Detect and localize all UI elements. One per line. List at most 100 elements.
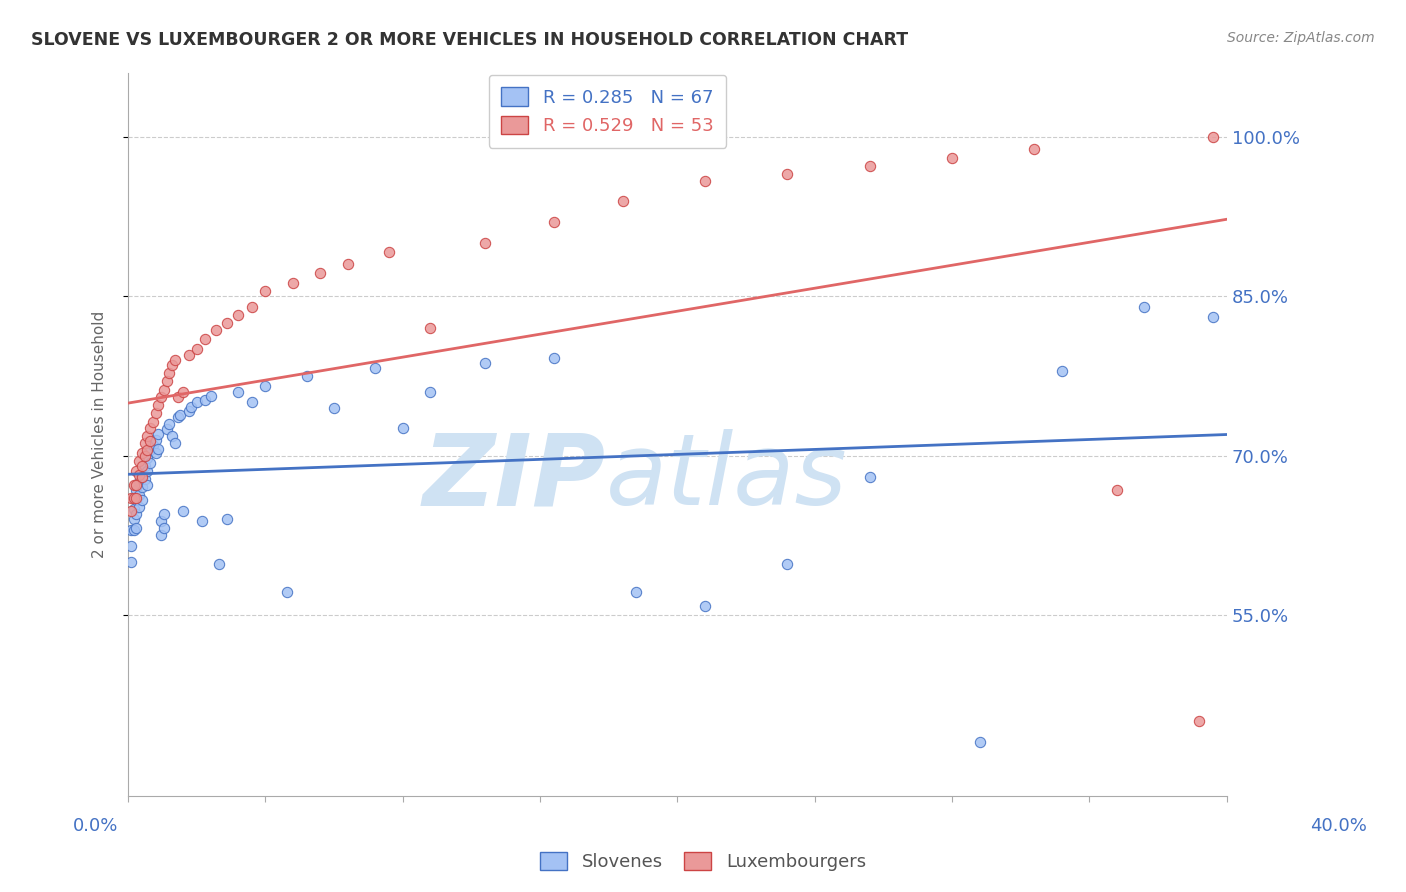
Point: [186, 395, 208, 409]
Point: [131, 493, 153, 508]
Point: [612, 194, 634, 208]
Point: [969, 735, 991, 749]
Y-axis label: 2 or more Vehicles in Household: 2 or more Vehicles in Household: [93, 310, 107, 558]
Point: [215, 512, 238, 526]
Point: [776, 167, 799, 181]
Point: [128, 488, 150, 502]
Point: [139, 421, 162, 435]
Point: [120, 491, 142, 505]
Point: [166, 390, 188, 404]
Point: [859, 470, 882, 484]
Point: [128, 454, 150, 468]
Point: [122, 512, 145, 526]
Point: [142, 438, 165, 452]
Point: [157, 417, 180, 431]
Point: [148, 427, 170, 442]
Point: [136, 478, 159, 492]
Point: [120, 523, 142, 537]
Text: atlas: atlas: [606, 429, 848, 526]
Point: [128, 475, 150, 489]
Point: [156, 422, 179, 436]
Point: [125, 507, 148, 521]
Point: [131, 480, 153, 494]
Point: [208, 557, 231, 571]
Point: [122, 478, 145, 492]
Point: [145, 406, 167, 420]
Point: [1133, 300, 1156, 314]
Point: [134, 435, 156, 450]
Point: [145, 433, 167, 447]
Point: [125, 478, 148, 492]
Point: [136, 465, 159, 479]
Point: [474, 235, 496, 250]
Point: [281, 277, 304, 291]
Point: [163, 352, 186, 367]
Point: [240, 395, 263, 409]
Point: [191, 515, 214, 529]
Point: [142, 415, 165, 429]
Point: [419, 321, 441, 335]
Point: [163, 435, 186, 450]
Point: [169, 408, 191, 422]
Point: [120, 504, 142, 518]
Point: [150, 528, 173, 542]
Point: [156, 374, 179, 388]
Point: [254, 284, 277, 298]
Point: [139, 443, 162, 458]
Point: [134, 459, 156, 474]
Point: [134, 449, 156, 463]
Legend: Slovenes, Luxembourgers: Slovenes, Luxembourgers: [533, 845, 873, 879]
Point: [226, 384, 249, 399]
Point: [186, 343, 208, 357]
Point: [378, 244, 401, 259]
Point: [136, 429, 159, 443]
Point: [150, 515, 173, 529]
Point: [693, 599, 716, 614]
Point: [177, 404, 200, 418]
Point: [543, 215, 565, 229]
Point: [125, 521, 148, 535]
Point: [148, 398, 170, 412]
Point: [205, 323, 228, 337]
Point: [693, 174, 716, 188]
Legend: R = 0.285   N = 67, R = 0.529   N = 53: R = 0.285 N = 67, R = 0.529 N = 53: [489, 75, 727, 148]
Point: [194, 332, 217, 346]
Point: [215, 316, 238, 330]
Point: [148, 442, 170, 457]
Point: [120, 539, 142, 553]
Text: 40.0%: 40.0%: [1310, 817, 1367, 835]
Point: [419, 384, 441, 399]
Point: [131, 446, 153, 460]
Text: Source: ZipAtlas.com: Source: ZipAtlas.com: [1227, 31, 1375, 45]
Point: [323, 401, 346, 415]
Point: [295, 368, 318, 383]
Point: [136, 443, 159, 458]
Point: [172, 504, 194, 518]
Text: SLOVENE VS LUXEMBOURGER 2 OR MORE VEHICLES IN HOUSEHOLD CORRELATION CHART: SLOVENE VS LUXEMBOURGER 2 OR MORE VEHICL…: [31, 31, 908, 49]
Point: [128, 500, 150, 514]
Point: [153, 383, 176, 397]
Point: [139, 456, 162, 470]
Point: [177, 348, 200, 362]
Point: [180, 400, 202, 414]
Point: [160, 429, 183, 443]
Point: [131, 459, 153, 474]
Point: [150, 390, 173, 404]
Point: [122, 491, 145, 505]
Point: [153, 521, 176, 535]
Point: [1050, 363, 1073, 377]
Point: [131, 470, 153, 484]
Point: [194, 393, 217, 408]
Point: [128, 467, 150, 482]
Point: [391, 421, 413, 435]
Point: [776, 557, 799, 571]
Point: [1105, 483, 1128, 497]
Point: [254, 379, 277, 393]
Point: [1188, 714, 1211, 729]
Point: [226, 308, 249, 322]
Point: [166, 410, 188, 425]
Text: 0.0%: 0.0%: [73, 817, 118, 835]
Point: [1024, 143, 1046, 157]
Point: [160, 358, 183, 372]
Point: [153, 507, 176, 521]
